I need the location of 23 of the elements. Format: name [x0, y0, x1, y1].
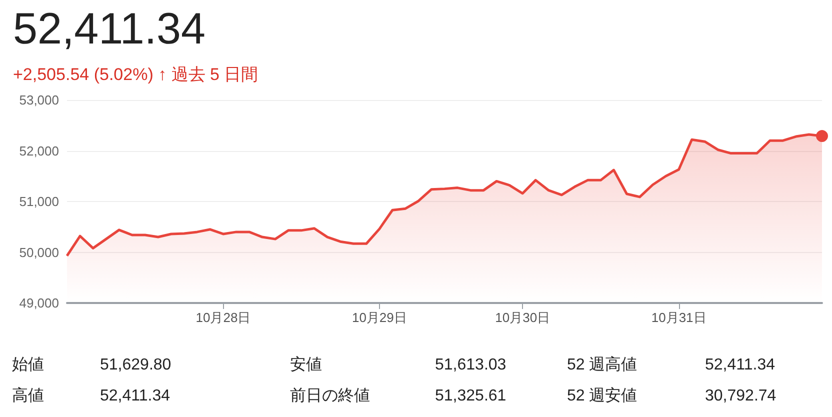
text: 前日の終値: [290, 386, 370, 404]
text: 52,411.34: [705, 356, 776, 374]
text: 始値: [12, 356, 44, 374]
text: 30,792.74: [705, 388, 776, 404]
y-tick-label: 49,000: [19, 296, 59, 310]
text: 52 週高値: [567, 356, 638, 374]
text: 52,411.34: [100, 388, 170, 404]
chart-subtitle: +2,505.54 (5.02%) ↑ 過去 5 日間: [13, 65, 258, 84]
x-tick-label: 10月31日: [651, 310, 706, 325]
x-tick-label: 10月28日: [196, 310, 251, 325]
text: 52 週安値: [567, 386, 638, 404]
x-tick-label: 10月29日: [352, 310, 407, 325]
x-tick-label: 10月30日: [495, 310, 550, 325]
text: 高値: [12, 386, 44, 404]
y-tick-label: 50,000: [19, 244, 59, 260]
chart-title: 52,411.34: [13, 4, 206, 54]
y-tick-label: 53,000: [19, 92, 59, 108]
text: 安値: [290, 356, 322, 374]
text: 51,613.03: [435, 356, 506, 374]
y-tick-label: 52,000: [19, 143, 59, 158]
y-tick-label: 51,000: [19, 194, 59, 209]
text: 51,629.80: [100, 356, 172, 374]
text: 51,325.61: [435, 388, 506, 404]
